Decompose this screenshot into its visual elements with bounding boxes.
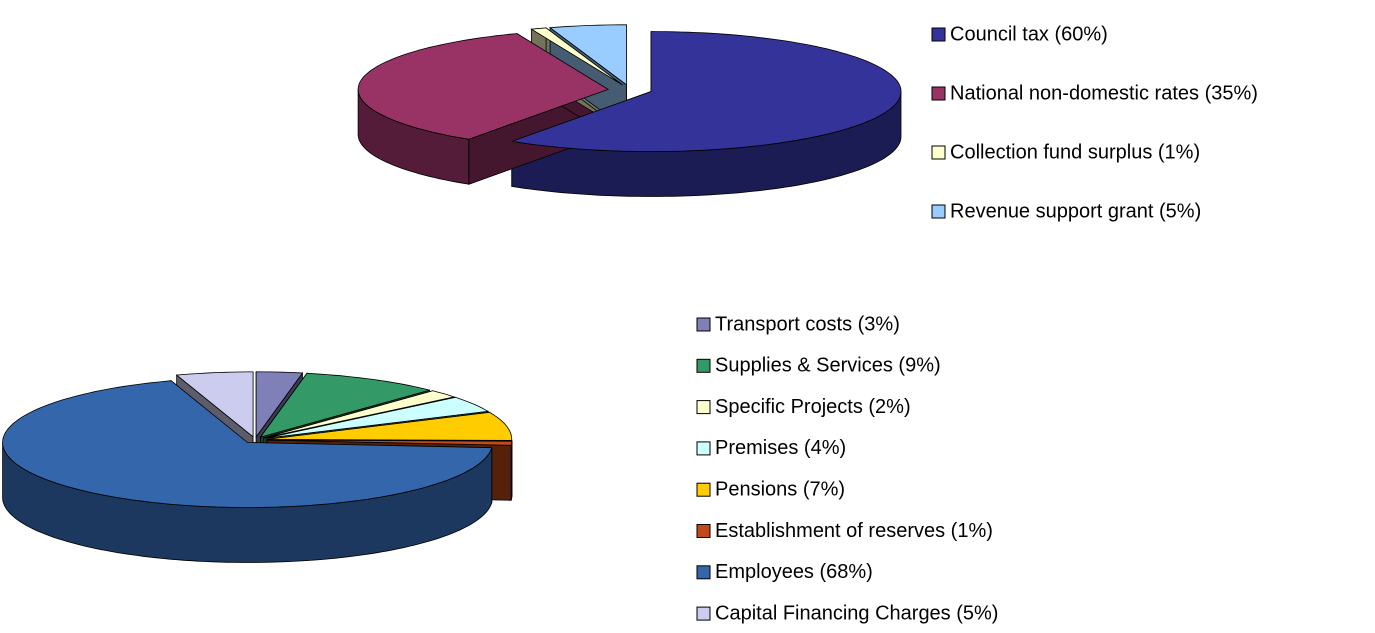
legend-swatch [696,317,711,332]
legend-swatch [696,565,711,580]
legend-swatch [696,441,711,456]
slice-top [357,33,610,140]
legend-swatch [696,606,711,621]
legend-swatch [931,86,946,101]
legend-label: Employees (68%) [715,561,873,583]
slice-top [259,372,430,438]
legend-swatch [696,358,711,373]
slice-top [255,371,304,439]
legend-swatch [696,400,711,415]
legend-label: Pensions (7%) [715,478,845,500]
slice-top [266,439,513,446]
legend-swatch [696,524,711,538]
legend-label: Capital Financing Charges (5%) [715,602,998,624]
legend-label: Premises (4%) [715,437,846,459]
slice-top [2,380,493,508]
slice-side [510,441,513,501]
legend-label: Specific Projects (2%) [715,396,911,418]
slice-top [266,411,513,441]
legend-label: Establishment of reserves (1%) [715,520,993,542]
slice-top [549,24,628,86]
slice-top [511,31,902,152]
slice-top [265,396,490,439]
legend-swatch [931,27,946,42]
slice-top [530,27,623,86]
legend-label: Revenue support grant (5%) [950,200,1201,222]
legend-label: Council tax (60%) [950,23,1108,45]
slice-top [175,371,254,438]
legend-swatch [696,482,711,497]
legend-label: Transport costs (3%) [715,313,900,335]
slice-top [263,390,456,439]
legend-label: National non-domestic rates (35%) [950,82,1258,104]
legend-swatch [931,204,946,219]
legend-label: Supplies & Services (9%) [715,355,941,377]
legend-swatch [931,145,946,160]
legend-label: Collection fund surplus (1%) [950,141,1200,163]
